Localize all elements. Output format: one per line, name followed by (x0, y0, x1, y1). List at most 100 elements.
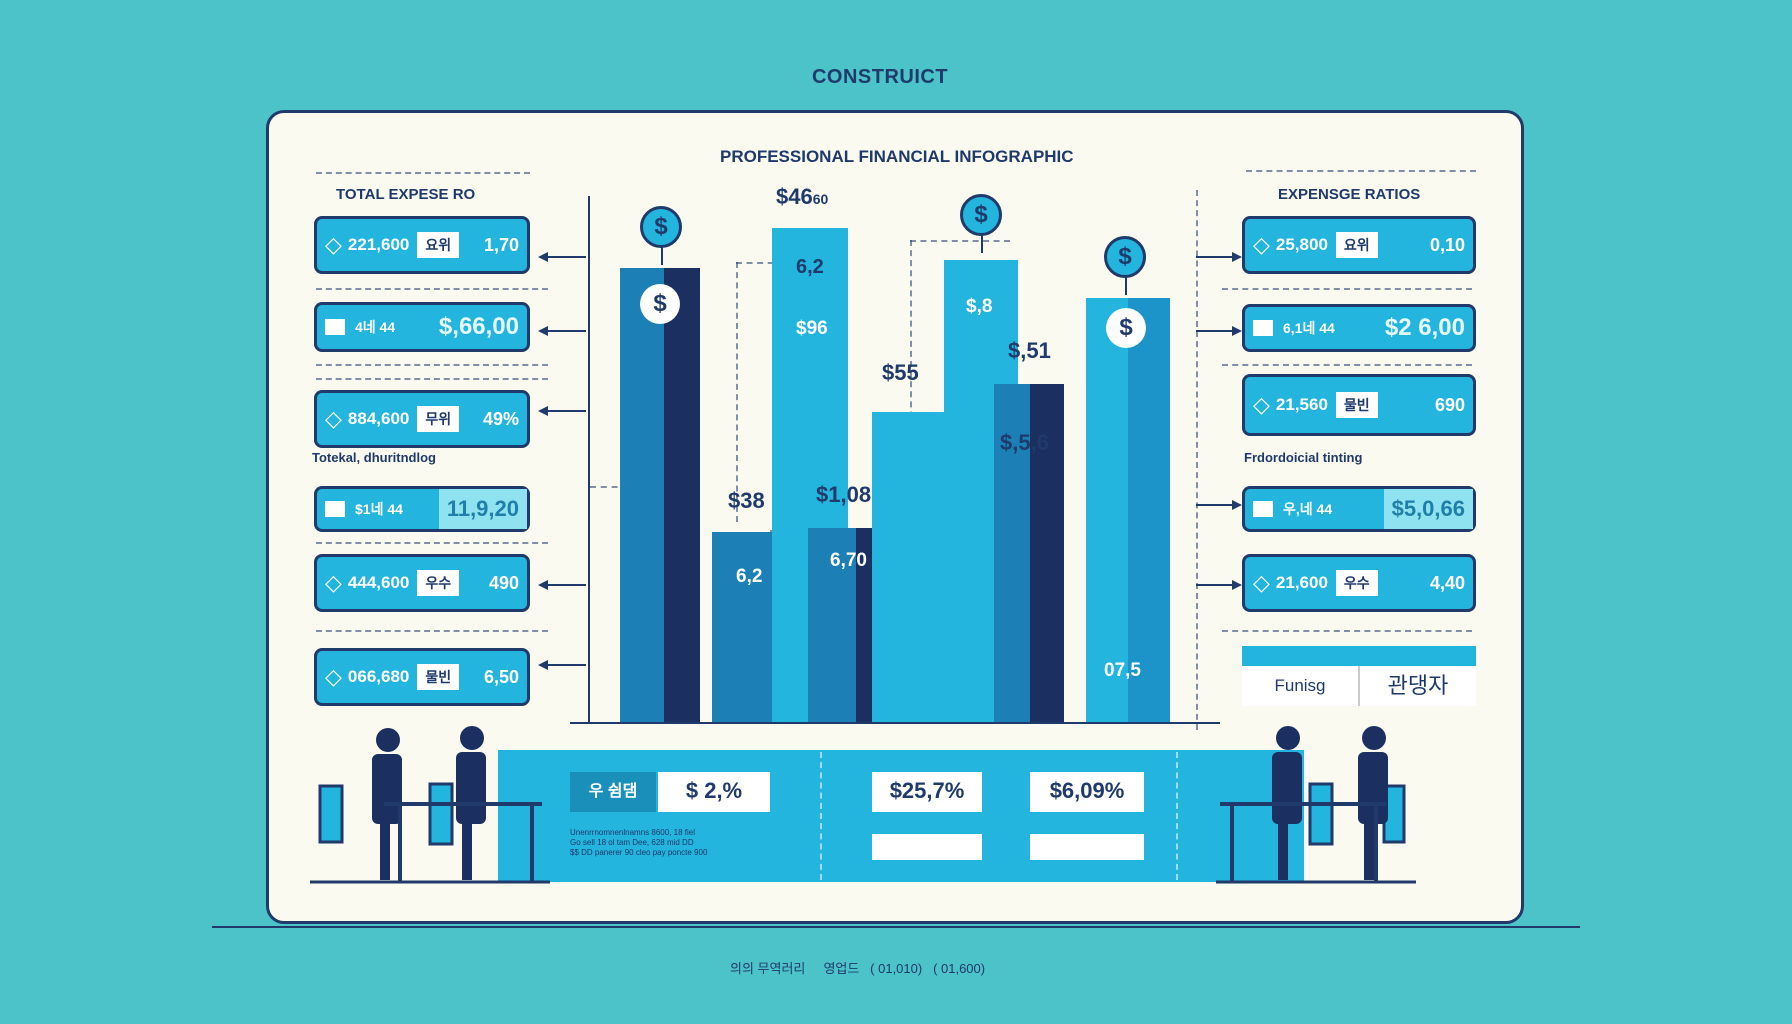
right-card-3[interactable]: ◇ 21,560 물빈 690 (1242, 374, 1476, 436)
bar-label-b8-in: 07,5 (1104, 660, 1141, 681)
bar-8a (1086, 298, 1128, 722)
summary-blank-2 (1030, 834, 1144, 860)
bar-label-b6: $,8 (966, 296, 993, 317)
table-header (1242, 646, 1476, 666)
bar-label-b3: $38 (728, 488, 765, 513)
left-card-6[interactable]: ◇ 066,680 물빈 6,50 (314, 648, 530, 706)
diamond-icon: ◇ (1253, 570, 1270, 595)
card-value: $5,0,66 (1383, 489, 1473, 529)
card-chip: 우수 (1335, 570, 1378, 596)
card-value: 490 (488, 572, 519, 593)
card-label: 21,600 (1275, 573, 1328, 592)
table-cell-right: 관댕자 (1360, 666, 1476, 706)
card-label: 6,1네 44 (1283, 320, 1335, 336)
diamond-icon: ◇ (325, 406, 342, 431)
left-card-5[interactable]: ◇ 444,600 우수 490 (314, 554, 530, 612)
ground-line (212, 926, 1580, 928)
y-axis (588, 196, 590, 724)
left-card-4[interactable]: $1네 44 11,9,20 (314, 486, 530, 532)
table-cell-left: Funisg (1242, 666, 1360, 706)
fine-print: Unenrrnomnenlnamns 8600, 18 fiel Go sell… (570, 828, 708, 857)
diamond-icon: ◇ (1253, 392, 1270, 417)
top-title: CONSTRUICT (811, 66, 949, 88)
card-value: 1,70 (483, 234, 519, 255)
square-icon (325, 319, 345, 335)
dollar-coin-icon: $ (960, 194, 1002, 253)
card-value: $2 6,00 (1384, 314, 1465, 341)
bar-label-top: $4660 (776, 184, 829, 209)
right-card-4[interactable]: 우,네 44 $5,0,66 (1242, 486, 1476, 532)
right-card-2[interactable]: 6,1네 44 $2 6,00 (1242, 304, 1476, 352)
bar-4a (808, 528, 856, 722)
card-label: 25,800 (1275, 235, 1328, 254)
card-chip: 요위 (1335, 232, 1378, 258)
card-label: $1네 44 (355, 501, 403, 517)
left-card-2[interactable]: 4네 44 $,66,00 (314, 302, 530, 352)
bar-5 (872, 412, 946, 722)
chair-icon (318, 782, 454, 846)
dollar-coin-icon: $ (1104, 236, 1146, 295)
card-label: 21,560 (1275, 395, 1328, 414)
dollar-coin-icon: $ (1106, 308, 1146, 348)
bar-7a (994, 384, 1030, 722)
left-card-3[interactable]: ◇ 884,600 무위 49% (314, 390, 530, 448)
square-icon (1253, 320, 1273, 336)
dollar-coin-icon: $ (640, 206, 682, 265)
bar-7b (1030, 384, 1064, 722)
bar-label-b2a: 6,2 (796, 256, 824, 278)
people-meeting-left (310, 726, 550, 884)
card-value: 49% (482, 408, 519, 429)
people-meeting-right (1216, 726, 1416, 884)
card-label: 066,680 (347, 667, 410, 686)
bar-1b (664, 268, 700, 722)
card-label: 221,600 (347, 235, 410, 254)
bar-8b (1128, 298, 1170, 722)
card-label: 884,600 (347, 409, 410, 428)
summary-blank-1 (872, 834, 982, 860)
diamond-icon: ◇ (325, 664, 342, 689)
right-subheading: Frdordoicial tinting (1244, 450, 1363, 465)
square-icon (1253, 501, 1273, 517)
card-value: 0,10 (1429, 234, 1465, 255)
bar-label-b4: $1,08 (816, 482, 872, 507)
card-chip: 우수 (417, 570, 460, 596)
diamond-icon: ◇ (325, 232, 342, 257)
card-chip: 물빈 (417, 664, 460, 690)
bar-label-b5: $55 (882, 360, 919, 385)
summary-chip-1[interactable]: $ 2,% (658, 772, 770, 812)
card-chip: 무위 (417, 406, 460, 432)
right-card-1[interactable]: ◇ 25,800 요위 0,10 (1242, 216, 1476, 274)
card-value: 690 (1434, 394, 1465, 415)
card-value: 6,50 (483, 666, 519, 687)
card-label: 4네 44 (355, 319, 396, 335)
square-icon (325, 501, 345, 517)
card-chip: 물빈 (1335, 392, 1378, 418)
diamond-icon: ◇ (1253, 232, 1270, 257)
desk-icon (384, 802, 542, 882)
footer: 의의 무역러리 영업드 ( 01,010) ( 01,600) (730, 961, 986, 976)
bar-label-b7-in: $,5,6 (1000, 430, 1049, 455)
left-heading: TOTAL EXPESE RO (336, 186, 476, 203)
summary-dark-chip: 우 쉼댐 (570, 772, 656, 812)
bar-label-b2b: $96 (796, 318, 828, 339)
board-title: PROFESSIONAL FINANCIAL INFOGRAPHIC (720, 147, 1074, 166)
dollar-coin-icon: $ (640, 284, 680, 324)
diamond-icon: ◇ (325, 570, 342, 595)
left-card-1[interactable]: ◇ 221,600 요위 1,70 (314, 216, 530, 274)
x-axis (570, 722, 1220, 724)
summary-chip-3[interactable]: $6,09% (1030, 772, 1144, 812)
card-value: 11,9,20 (438, 489, 527, 529)
summary-panel (498, 750, 1304, 882)
bar-label-b7: $,51 (1008, 338, 1051, 363)
desk-icon (1220, 802, 1386, 882)
summary-chip-2[interactable]: $25,7% (872, 772, 982, 812)
chair-icon (1308, 782, 1406, 846)
right-card-5[interactable]: ◇ 21,600 우수 4,40 (1242, 554, 1476, 612)
card-chip: 요위 (417, 232, 460, 258)
left-subheading: Totekal, dhuritndlog (312, 450, 436, 465)
bar-label-b4-in: 6,70 (830, 550, 867, 571)
card-value: $,66,00 (438, 313, 519, 340)
bar-1a (620, 268, 664, 722)
card-value: 4,40 (1429, 572, 1465, 593)
card-label: 444,600 (347, 573, 410, 592)
